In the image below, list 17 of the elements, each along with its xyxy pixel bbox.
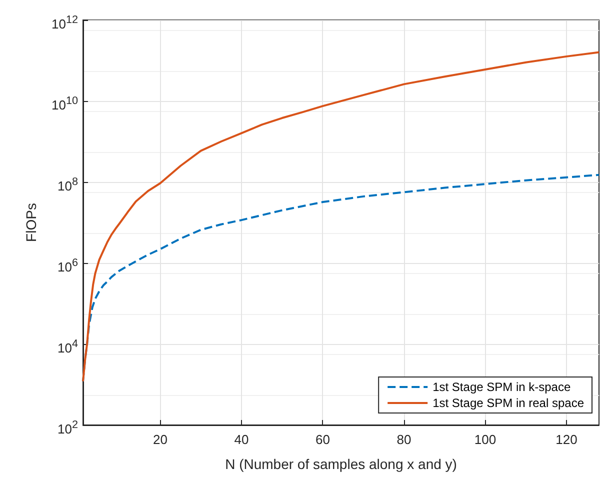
x-tick-label: 120 [556, 432, 578, 447]
x-axis-title: N (Number of samples along x and y) [225, 456, 457, 472]
legend-label: 1st Stage SPM in k-space [432, 380, 571, 394]
legend-label: 1st Stage SPM in real space [432, 396, 584, 410]
x-tick-label: 40 [234, 432, 249, 447]
x-tick-label: 100 [474, 432, 496, 447]
x-tick-label: 80 [396, 432, 412, 447]
y-tick-label: 10$^{12}$ [51, 13, 78, 34]
x-tick-label: 60 [315, 432, 330, 447]
line-series [82, 51, 600, 382]
y-tick-label: 10$^{6}$ [58, 256, 78, 276]
y-axis-title: FlOPs [23, 203, 39, 242]
y-tick-label: 10$^{2}$ [58, 418, 78, 438]
y-tick-label: 10$^{8}$ [58, 175, 78, 196]
y-tick-label: 10$^{10}$ [51, 94, 78, 114]
y-tick-label: 10$^{4}$ [58, 337, 78, 358]
x-tick-label: 20 [152, 432, 168, 447]
